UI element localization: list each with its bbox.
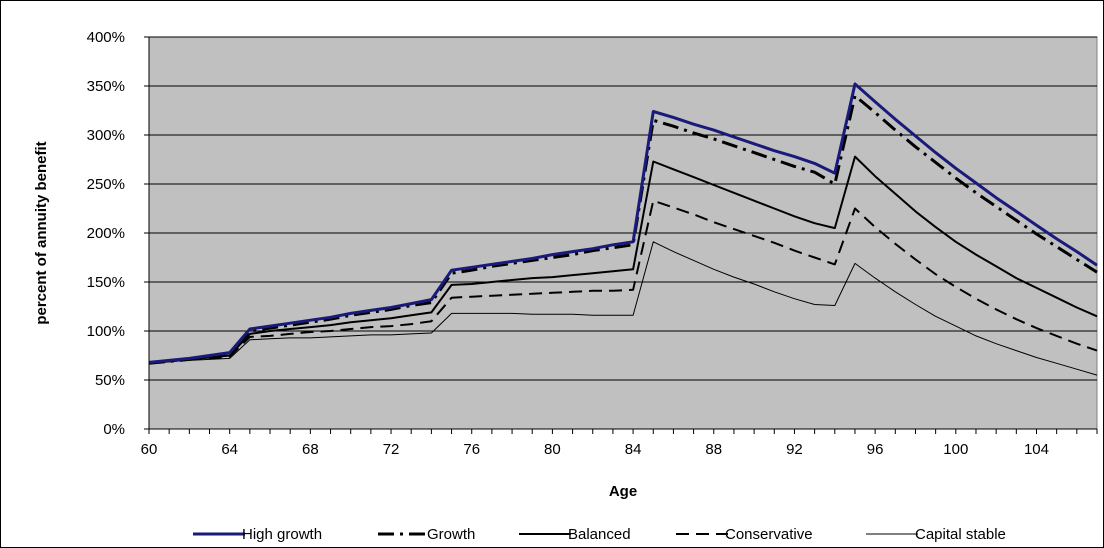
x-tick-label: 88 [705, 441, 722, 458]
x-tick-label: 96 [867, 441, 884, 458]
y-tick-label: 350% [87, 78, 125, 95]
y-tick-label: 100% [87, 323, 125, 340]
series-line-capital-stable [148, 241, 1098, 376]
series-lines [148, 82, 1098, 376]
x-tick-label: 76 [463, 441, 480, 458]
series-line-conservative [148, 199, 1098, 365]
gridlines [149, 36, 1097, 381]
y-tick-label: 200% [87, 225, 125, 242]
series-line-growth [148, 94, 1098, 365]
y-tick-label: 300% [87, 127, 125, 144]
x-tick-label: 72 [383, 441, 400, 458]
y-tick-label: 400% [87, 29, 125, 46]
legend-label: High growth [242, 526, 322, 543]
x-tick-label: 60 [141, 441, 158, 458]
y-tick-label: 250% [87, 176, 125, 193]
y-tick-label: 0% [103, 421, 125, 438]
x-tick-label: 64 [221, 441, 238, 458]
x-tick-label: 92 [786, 441, 803, 458]
x-tick-label: 68 [302, 441, 319, 458]
x-tick-label: 104 [1024, 441, 1049, 458]
legend: High growth Growth Balanced Conservative Cap… [193, 526, 1006, 543]
legend-label: Balanced [568, 526, 631, 543]
y-tick-label: 50% [95, 372, 125, 389]
x-tick-label: 100 [943, 441, 968, 458]
legend-label: Conservative [725, 526, 813, 543]
x-axis-title: Age [609, 483, 637, 500]
legend-label: Capital stable [915, 526, 1006, 543]
x-tick-label: 84 [625, 441, 642, 458]
y-axis-ticks: 0% 50% 100% 150% 200% 250% 300% 350% 400% [87, 29, 149, 438]
series-line-balanced [148, 155, 1098, 365]
y-axis-title: percent of annuity benefit [33, 141, 50, 324]
x-tick-label: 80 [544, 441, 561, 458]
y-tick-label: 150% [87, 274, 125, 291]
legend-label: Growth [427, 526, 475, 543]
x-axis-ticks: 60 64 68 72 76 80 84 88 92 96 100 104 [141, 429, 1098, 458]
series-line-high-growth [148, 82, 1098, 364]
